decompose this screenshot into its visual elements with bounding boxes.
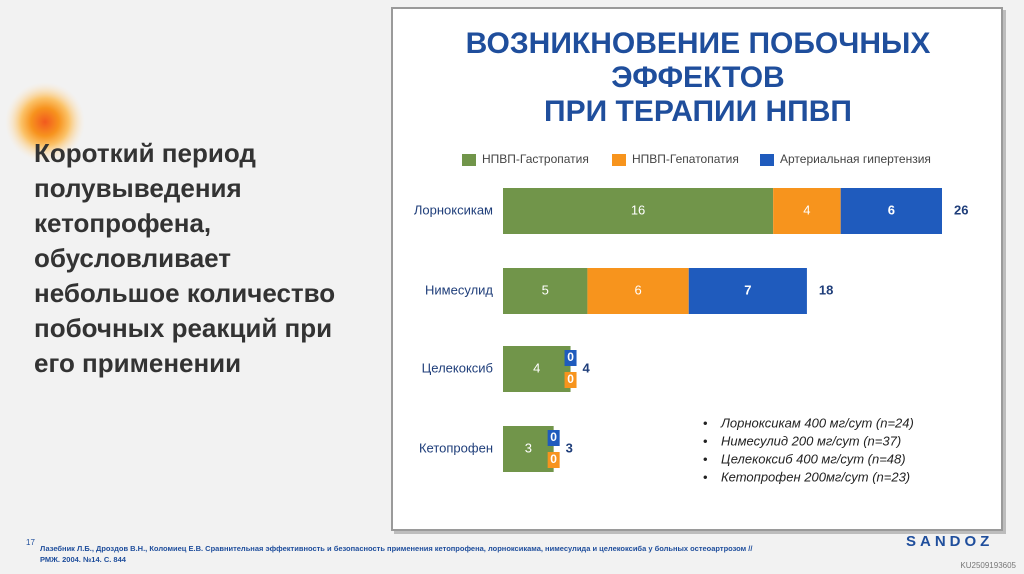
note-bullet: • <box>703 469 708 484</box>
bar-segment <box>840 188 942 234</box>
total-label: 4 <box>583 360 591 375</box>
legend-label: НПВП-Гастропатия <box>482 152 589 166</box>
chart-title: ПРИ ТЕРАПИИ НПВП <box>544 95 852 128</box>
segment-label: 16 <box>631 202 645 217</box>
doc-code: KU2509193605 <box>960 561 1016 570</box>
chart-title: ВОЗНИКНОВЕНИЕ ПОБОЧНЫХ <box>466 27 931 60</box>
total-label: 3 <box>566 440 573 455</box>
total-label: 18 <box>819 282 833 297</box>
side-text-line: кетопрофена, <box>34 208 211 238</box>
bar-segment <box>688 268 807 314</box>
side-text-line: полувыведения <box>34 173 242 203</box>
legend-label: НПВП-Гепатопатия <box>632 152 739 166</box>
sun-icon <box>5 82 85 162</box>
bar-segment <box>503 346 571 392</box>
segment-label: 7 <box>744 282 751 297</box>
segment-label: 5 <box>542 282 549 297</box>
side-text-line: обусловливает <box>34 243 231 273</box>
zero-label-box <box>564 350 577 366</box>
note-item: Лорноксикам 400 мг/сут (n=24) <box>720 415 914 430</box>
segment-label: 4 <box>533 360 540 375</box>
note-bullet: • <box>703 433 708 448</box>
bar-segment <box>503 426 554 472</box>
note-bullet: • <box>703 451 708 466</box>
side-text-line: Короткий период <box>34 138 256 168</box>
bar-segment <box>773 188 841 234</box>
segment-label: 6 <box>634 282 641 297</box>
side-text-line: побочных реакций при <box>34 313 332 343</box>
segment-label: 0 <box>567 372 574 386</box>
category-label: Лорноксикам <box>414 202 493 217</box>
brand-logo: SANDOZ <box>906 533 993 550</box>
total-label: 26 <box>954 202 968 217</box>
bar-segment <box>587 268 689 314</box>
bar-segment <box>503 268 588 314</box>
legend-swatch <box>612 154 626 166</box>
segment-label: 0 <box>567 350 574 364</box>
segment-label: 6 <box>888 202 895 217</box>
segment-label: 3 <box>525 440 532 455</box>
bar-segment <box>503 188 774 234</box>
segment-label: 0 <box>550 430 557 444</box>
legend-swatch <box>760 154 774 166</box>
segment-label: 4 <box>803 202 810 217</box>
side-text-line: небольшое количество <box>34 278 335 308</box>
citation: РМЖ. 2004. №14. С. 844 <box>40 555 127 564</box>
note-item: Кетопрофен 200мг/сут (n=23) <box>721 469 910 484</box>
category-label: Кетопрофен <box>419 440 493 455</box>
page-number: 17 <box>26 538 35 547</box>
side-text-line: его применении <box>34 348 241 378</box>
zero-label-box <box>564 372 577 388</box>
chart-title: ЭФФЕКТОВ <box>611 61 784 94</box>
citation: Лазебник Л.Б., Дроздов В.Н., Коломиец Е.… <box>40 544 753 553</box>
zero-label-box <box>547 452 560 468</box>
category-label: Нимесулид <box>425 282 493 297</box>
legend-label: Артериальная гипертензия <box>780 152 931 166</box>
zero-label-box <box>547 430 560 446</box>
segment-label: 0 <box>550 452 557 466</box>
legend-swatch <box>462 154 476 166</box>
note-item: Целекоксиб 400 мг/сут (n=48) <box>721 451 906 466</box>
note-item: Нимесулид 200 мг/сут (n=37) <box>721 433 901 448</box>
note-bullet: • <box>703 415 708 430</box>
category-label: Целекоксиб <box>422 360 493 375</box>
